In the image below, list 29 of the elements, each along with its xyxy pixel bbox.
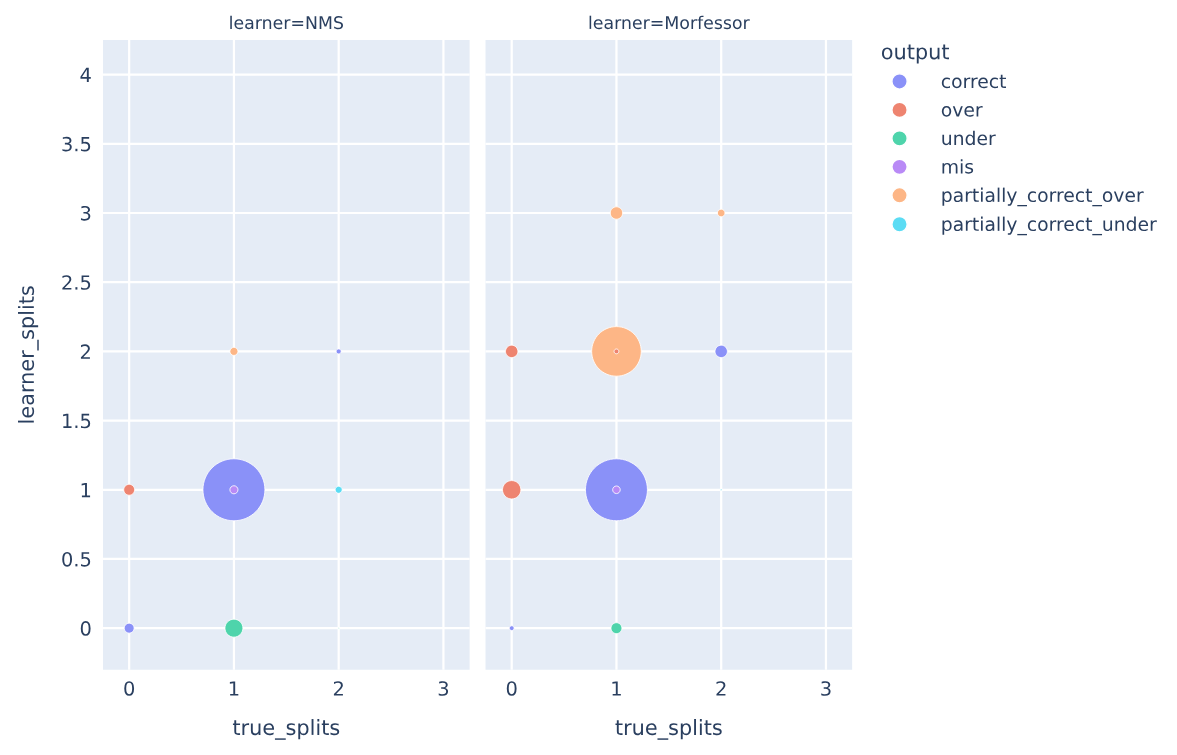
x-tick-label: 3 (438, 681, 449, 696)
x-tick-label: 2 (716, 681, 726, 696)
y-tick-label: 2.5 (62, 275, 91, 290)
x-tick-label: 2 (333, 681, 343, 696)
y-tick-label: 3.5 (62, 136, 91, 152)
y-tick-label: 0 (80, 621, 91, 636)
y-axis-title: learner_splits (17, 286, 39, 423)
y-tick-label: 3 (80, 205, 91, 221)
chart-title: learner=Morfessor (589, 15, 750, 30)
legend-label: mis (942, 159, 974, 174)
legend-label: partially_correct_under (942, 216, 1157, 236)
legend-label: under (942, 130, 996, 146)
x-tick-label: 1 (229, 681, 239, 696)
legend-label: partially_correct_over (942, 187, 1144, 207)
legend-label: over (941, 105, 983, 117)
x-axis-title: true_splits (232, 719, 340, 740)
legend-label: correct (941, 74, 1006, 89)
x-tick-label: 0 (506, 681, 517, 696)
x-tick-label: 0 (124, 681, 135, 696)
y-tick-label: 0.5 (62, 551, 91, 567)
y-tick-label: 1.5 (63, 413, 91, 429)
chart-title: learner=NMS (230, 15, 343, 30)
y-tick-label: 4 (80, 67, 91, 82)
y-tick-label: 2 (80, 344, 90, 359)
legend-title: output (881, 44, 950, 64)
x-tick-label: 3 (821, 681, 831, 696)
x-tick-label: 1 (612, 681, 621, 696)
y-tick-label: 1 (81, 482, 91, 498)
x-axis-title: true_splits (615, 719, 722, 740)
